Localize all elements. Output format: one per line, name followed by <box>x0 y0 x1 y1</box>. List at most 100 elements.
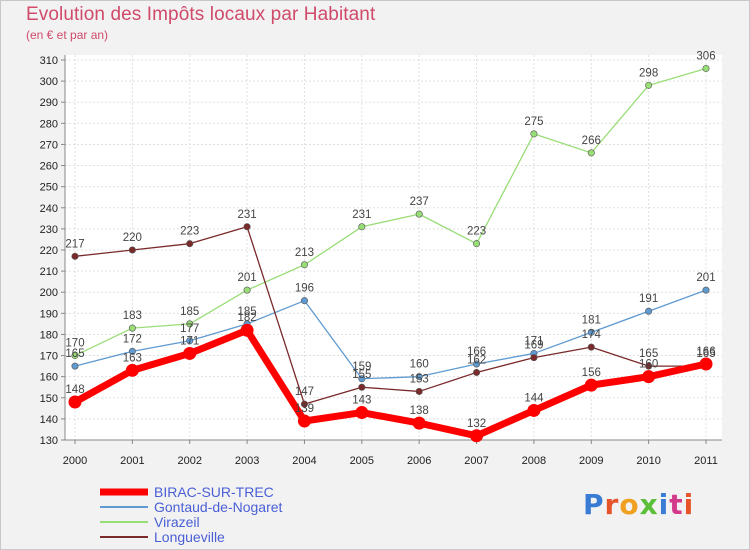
data-label-3: 165 <box>696 348 715 360</box>
y-tick-label: 290 <box>40 97 58 109</box>
data-point-3 <box>359 384 365 390</box>
data-label-2: 213 <box>295 247 314 259</box>
y-tick-label: 140 <box>40 414 58 426</box>
legend-entry-2: Virazeil <box>154 514 200 530</box>
brand-letter: x <box>640 488 659 521</box>
data-label-0: 132 <box>467 418 486 430</box>
data-label-1: 165 <box>65 348 84 360</box>
data-label-0: 143 <box>352 395 371 407</box>
data-label-2: 275 <box>524 116 543 128</box>
data-label-3: 162 <box>467 354 486 366</box>
data-label-0: 171 <box>180 335 199 347</box>
data-point-0 <box>298 415 311 428</box>
data-label-1: 191 <box>639 293 658 305</box>
data-point-3 <box>244 224 250 230</box>
data-label-3: 165 <box>639 348 658 360</box>
x-tick-label: 2002 <box>177 455 201 467</box>
data-label-3: 231 <box>237 209 256 221</box>
data-point-2 <box>645 82 651 88</box>
data-point-1 <box>301 297 307 303</box>
data-label-2: 298 <box>639 67 658 79</box>
data-point-1 <box>703 287 709 293</box>
data-point-2 <box>416 211 422 217</box>
data-label-0: 156 <box>582 367 601 379</box>
y-tick-label: 150 <box>40 393 58 405</box>
data-point-2 <box>244 287 250 293</box>
data-label-1: 196 <box>295 283 314 295</box>
data-point-0 <box>470 429 483 442</box>
y-tick-label: 130 <box>40 435 58 447</box>
data-point-3 <box>187 240 193 246</box>
x-tick-label: 2009 <box>579 455 603 467</box>
y-tick-label: 240 <box>40 203 58 215</box>
data-point-0 <box>585 379 598 392</box>
brand-letter: i <box>659 488 670 521</box>
y-tick-label: 170 <box>40 351 58 363</box>
data-label-1: 181 <box>582 314 601 326</box>
x-tick-label: 2001 <box>120 455 144 467</box>
y-tick-label: 210 <box>40 266 58 278</box>
data-label-3: 217 <box>65 238 84 250</box>
data-label-1: 185 <box>237 306 256 318</box>
data-point-1 <box>72 363 78 369</box>
y-tick-label: 220 <box>40 245 58 257</box>
data-label-2: 183 <box>123 310 142 322</box>
y-tick-label: 270 <box>40 139 58 151</box>
data-point-0 <box>241 324 254 337</box>
x-tick-label: 2006 <box>407 455 431 467</box>
y-tick-label: 180 <box>40 329 58 341</box>
y-tick-label: 200 <box>40 287 58 299</box>
data-point-2 <box>703 65 709 71</box>
data-point-3 <box>588 344 594 350</box>
data-label-3: 169 <box>524 340 543 352</box>
legend-entry-0: BIRAC-SUR-TREC <box>154 484 274 500</box>
data-point-3 <box>531 354 537 360</box>
data-label-1: 177 <box>180 323 199 335</box>
brand-logo: Proxiti <box>583 488 694 521</box>
x-tick-label: 2008 <box>522 455 546 467</box>
x-tick-label: 2004 <box>292 455 316 467</box>
data-point-2 <box>588 150 594 156</box>
y-tick-label: 230 <box>40 224 58 236</box>
data-label-2: 306 <box>696 50 715 62</box>
data-label-3: 153 <box>410 373 429 385</box>
brand-letter: i <box>684 488 695 521</box>
data-label-3: 155 <box>352 369 371 381</box>
data-label-2: 223 <box>467 226 486 238</box>
data-label-2: 237 <box>410 196 429 208</box>
data-point-0 <box>69 396 82 409</box>
x-tick-label: 2010 <box>636 455 660 467</box>
data-point-0 <box>183 347 196 360</box>
data-point-2 <box>129 325 135 331</box>
data-label-3: 220 <box>123 232 142 244</box>
brand-letter: t <box>669 488 683 521</box>
data-point-3 <box>72 253 78 259</box>
brand-letter: o <box>619 488 639 521</box>
data-point-3 <box>416 388 422 394</box>
data-point-0 <box>642 370 655 383</box>
data-point-1 <box>645 308 651 314</box>
x-tick-label: 2000 <box>63 455 87 467</box>
data-label-2: 185 <box>180 306 199 318</box>
data-label-1: 160 <box>410 359 429 371</box>
y-tick-label: 190 <box>40 308 58 320</box>
data-label-2: 201 <box>237 272 256 284</box>
data-label-0: 139 <box>295 403 314 415</box>
data-point-0 <box>126 364 139 377</box>
data-point-3 <box>473 369 479 375</box>
data-label-0: 160 <box>639 359 658 371</box>
legend-entry-1: Gontaud-de-Nogaret <box>154 499 283 515</box>
data-label-3: 223 <box>180 226 199 238</box>
x-tick-label: 2011 <box>694 455 718 467</box>
data-label-2: 231 <box>352 209 371 221</box>
y-tick-label: 250 <box>40 182 58 194</box>
data-label-3: 147 <box>295 386 314 398</box>
data-label-3: 174 <box>582 329 602 341</box>
data-label-2: 170 <box>65 338 84 350</box>
data-label-1: 201 <box>696 272 715 284</box>
y-tick-label: 310 <box>40 55 58 67</box>
y-tick-label: 160 <box>40 372 58 384</box>
data-label-0: 138 <box>410 405 429 417</box>
data-label-1: 172 <box>123 333 142 345</box>
